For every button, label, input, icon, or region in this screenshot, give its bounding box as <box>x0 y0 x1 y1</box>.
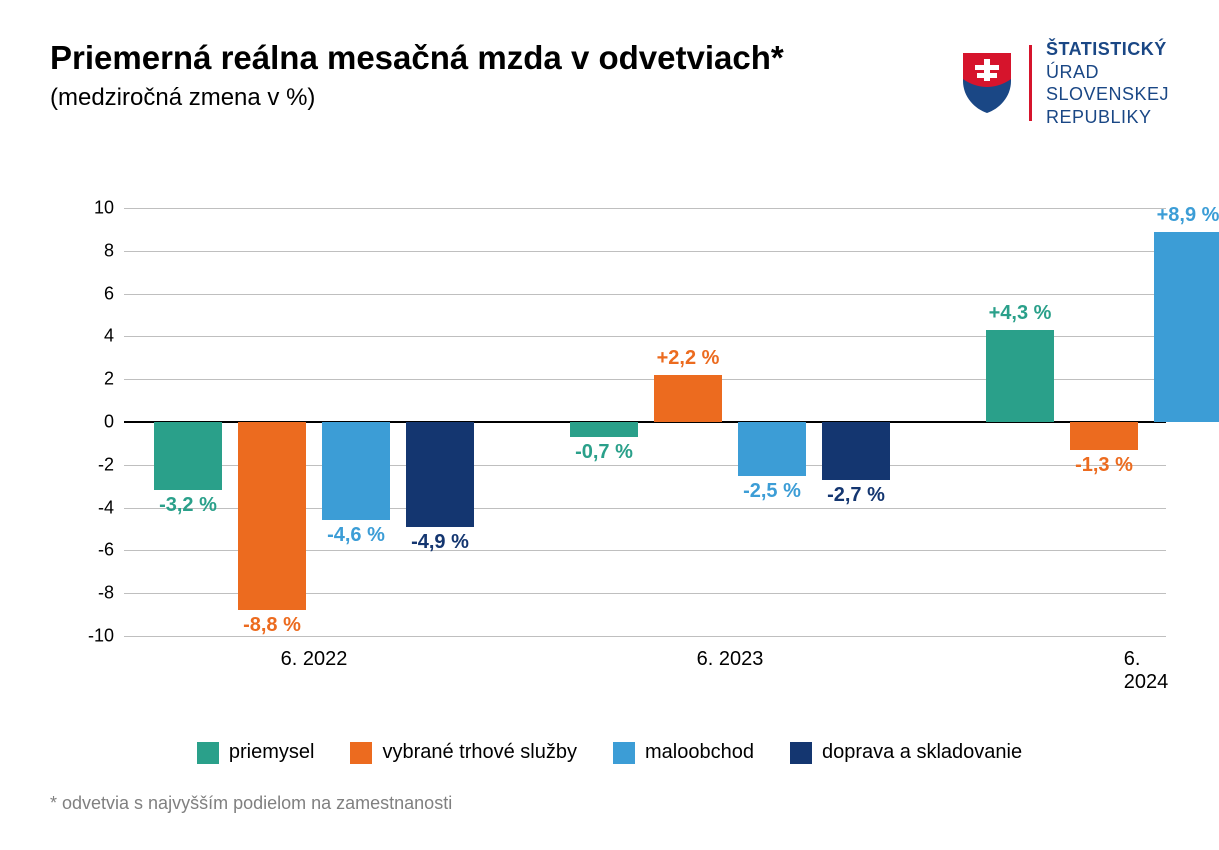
bar-label: -2,7 % <box>810 484 902 507</box>
bar-label: -3,2 % <box>142 494 234 517</box>
legend-label: doprava a skladovanie <box>822 741 1022 764</box>
x-label: 6. 2023 <box>697 648 764 671</box>
logo-line1: ŠTATISTICKÝ <box>1046 38 1169 61</box>
y-tick: 8 <box>64 240 114 261</box>
grid-line <box>124 208 1166 209</box>
x-label: 6. 2022 <box>281 648 348 671</box>
y-axis: -10-8-6-4-20246810 <box>64 208 114 636</box>
y-tick: -8 <box>64 583 114 604</box>
bar <box>654 375 722 422</box>
bar-label: -8,8 % <box>226 614 318 637</box>
legend-label: vybrané trhové služby <box>382 741 577 764</box>
y-tick: 2 <box>64 369 114 390</box>
y-tick: 10 <box>64 198 114 219</box>
logo-line4: REPUBLIKY <box>1046 106 1169 129</box>
shield-icon <box>959 51 1015 115</box>
bar <box>822 422 890 480</box>
x-label: 6. 2024 <box>1124 648 1168 694</box>
x-axis-labels: 6. 20226. 20236. 2024 <box>124 648 1166 678</box>
header: Priemerná reálna mesačná mzda v odvetvia… <box>50 38 1169 128</box>
chart-title: Priemerná reálna mesačná mzda v odvetvia… <box>50 38 959 78</box>
bar-label: -2,5 % <box>726 480 818 503</box>
grid-line <box>124 294 1166 295</box>
logo: ŠTATISTICKÝ ÚRAD SLOVENSKEJ REPUBLIKY <box>959 38 1169 128</box>
bar-label: -0,7 % <box>558 441 650 464</box>
bar <box>1154 232 1219 422</box>
legend-swatch <box>613 742 635 764</box>
bar-label: -4,6 % <box>310 524 402 547</box>
legend-swatch <box>790 742 812 764</box>
bar <box>238 422 306 610</box>
grid-line <box>124 251 1166 252</box>
bar-label: +2,2 % <box>642 347 734 370</box>
y-tick: 4 <box>64 326 114 347</box>
footnote: * odvetvia s najvyšším podielom na zames… <box>50 793 452 814</box>
y-tick: -10 <box>64 626 114 647</box>
bar-label: -1,3 % <box>1058 454 1150 477</box>
y-tick: -2 <box>64 454 114 475</box>
chart-subtitle: (medziročná zmena v %) <box>50 84 959 112</box>
logo-divider <box>1029 45 1032 121</box>
bar-label: +8,9 % <box>1142 204 1219 227</box>
legend-item: maloobchod <box>613 741 754 764</box>
bar <box>154 422 222 490</box>
chart: -10-8-6-4-20246810 -3,2 %-8,8 %-4,6 %-4,… <box>76 208 1166 636</box>
legend-item: doprava a skladovanie <box>790 741 1022 764</box>
y-tick: 6 <box>64 283 114 304</box>
legend-swatch <box>197 742 219 764</box>
bar <box>570 422 638 437</box>
y-tick: -6 <box>64 540 114 561</box>
logo-line3: SLOVENSKEJ <box>1046 83 1169 106</box>
bar <box>406 422 474 527</box>
legend-label: priemysel <box>229 741 315 764</box>
bar <box>738 422 806 476</box>
bar-label: +4,3 % <box>974 302 1066 325</box>
legend-swatch <box>350 742 372 764</box>
legend: priemysel vybrané trhové služby maloobchod… <box>0 741 1219 764</box>
legend-label: maloobchod <box>645 741 754 764</box>
y-tick: -4 <box>64 497 114 518</box>
bar-label: -4,9 % <box>394 531 486 554</box>
bar <box>986 330 1054 422</box>
title-block: Priemerná reálna mesačná mzda v odvetvia… <box>50 38 959 112</box>
legend-item: vybrané trhové služby <box>350 741 577 764</box>
logo-text: ŠTATISTICKÝ ÚRAD SLOVENSKEJ REPUBLIKY <box>1046 38 1169 128</box>
bar <box>1070 422 1138 450</box>
legend-item: priemysel <box>197 741 315 764</box>
plot-area: -3,2 % -8,8 % -4,6 %-4,9 % -0,7 % +2,2 % -2,5… <box>124 208 1166 636</box>
y-tick: 0 <box>64 412 114 433</box>
bar <box>322 422 390 520</box>
logo-line2: ÚRAD <box>1046 61 1169 84</box>
